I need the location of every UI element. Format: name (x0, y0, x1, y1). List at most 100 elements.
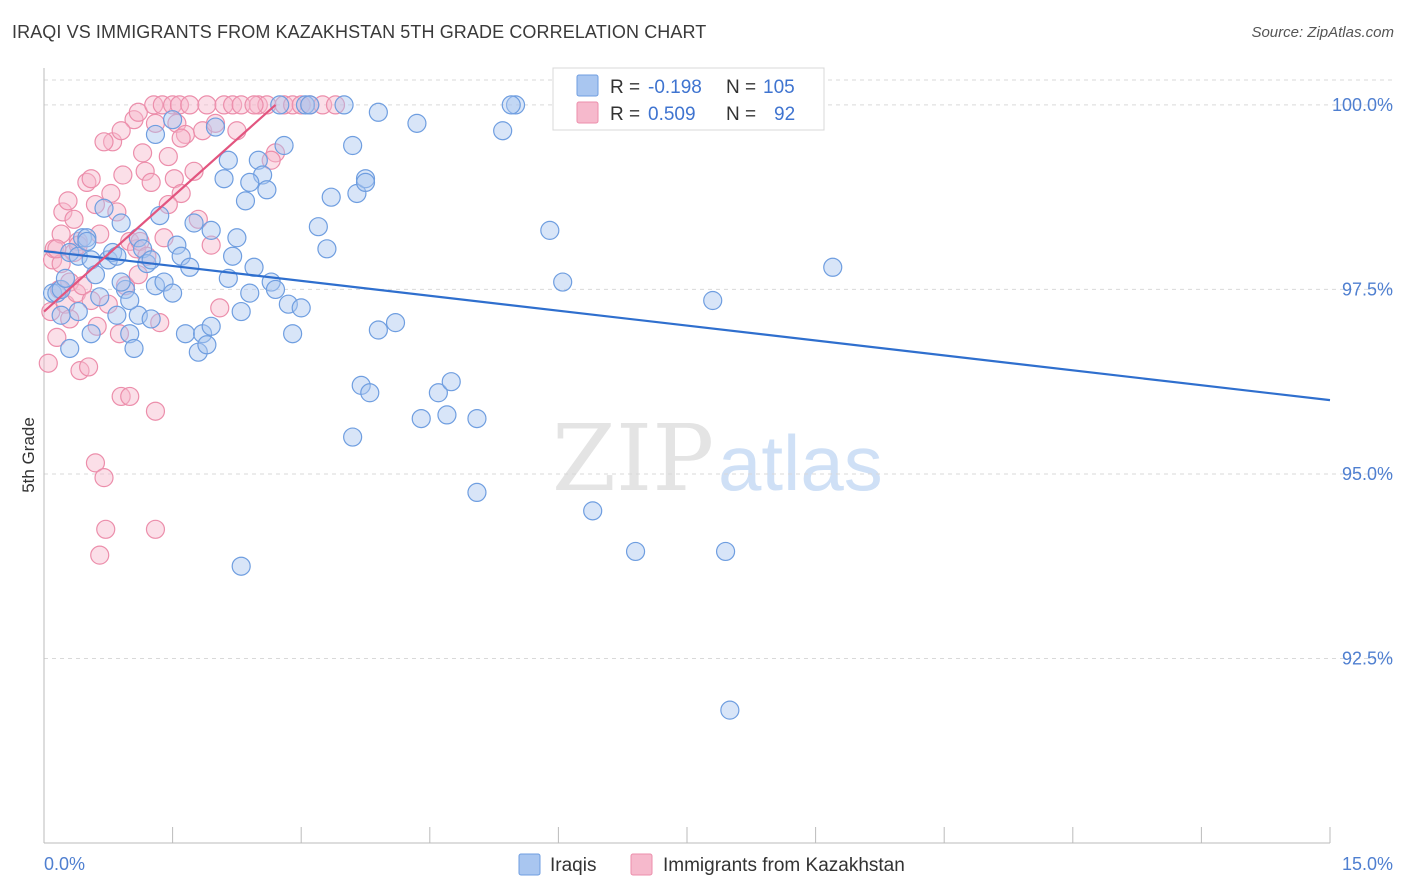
iraqis-point (467, 482, 487, 503)
iraqis-point (111, 272, 131, 292)
iraqis-point (60, 338, 80, 359)
iraqis-point (141, 309, 161, 329)
kazakhstan-point (197, 95, 217, 115)
iraqis-point (68, 301, 88, 322)
iraqis-point (720, 700, 740, 720)
kazakhstan-point (78, 357, 99, 377)
bottom-legend-iraqis: Iraqis (550, 855, 596, 876)
kazakhstan-point (96, 519, 116, 539)
kazakhstan-point (53, 202, 73, 222)
iraqis-trend-line (43, 249, 1331, 402)
legend-n-value-1: 105 (763, 77, 795, 98)
iraqis-point (270, 95, 290, 115)
iraqis-point (124, 338, 144, 359)
iraqis-point (231, 301, 251, 322)
x-tick-label: 0.0% (44, 854, 85, 874)
iraqis-point (81, 324, 101, 344)
bottom-legend-swatch-iraqis (518, 853, 541, 876)
kazakhstan-point (184, 161, 204, 181)
bottom-legend-swatch-kazakhstan (630, 853, 653, 876)
iraqis-point (235, 191, 256, 211)
iraqis-point (428, 383, 448, 403)
iraqis-point (823, 257, 843, 277)
iraqis-point (85, 265, 106, 285)
kazakhstan-point (145, 519, 166, 539)
kazakhstan-point (158, 146, 178, 167)
kazakhstan-point (109, 324, 130, 344)
iraqis-point (257, 180, 277, 200)
kazakhstan-point (51, 224, 71, 244)
iraqis-point (317, 239, 337, 259)
iraqis-point (184, 213, 204, 233)
bottom-legend-kazakhstan: Immigrants from Kazakhstan (663, 855, 905, 876)
iraqis-point (360, 383, 380, 403)
legend-n-label-1: N = (726, 77, 756, 98)
iraqis-point (334, 95, 354, 115)
watermark-atlas: atlas (718, 419, 883, 507)
kazakhstan-point (128, 102, 148, 122)
tick-labels: 92.5% 95.0% 97.5% 100.0% 0.0% 15.0% (44, 95, 1393, 874)
y-tick-label: 95.0% (1342, 464, 1393, 484)
iraqis-point (540, 220, 560, 240)
kazakhstan-point (171, 183, 191, 204)
iraqis-point (625, 541, 646, 562)
iraqis-point (715, 541, 736, 562)
kazakhstan-point (120, 386, 140, 407)
kazakhstan-point (85, 453, 106, 473)
bottom-legend: Iraqis Immigrants from Kazakhstan (518, 853, 905, 876)
trend-lines (43, 104, 1331, 402)
iraqis-point (51, 305, 71, 325)
iraqis-point (175, 324, 196, 344)
kazakhstan-point (58, 191, 78, 211)
kazakhstan-point (107, 202, 127, 222)
iraqis-point (197, 335, 217, 355)
kazakhstan-point (171, 128, 191, 148)
iraqis-point (368, 320, 388, 340)
legend-swatch-kazakhstan (576, 101, 599, 124)
iraqis-point (274, 135, 294, 156)
legend-r-value-2: 0.509 (648, 104, 696, 125)
y-tick-label: 97.5% (1342, 279, 1393, 299)
iraqis-point (441, 372, 461, 392)
iraqis-point (583, 501, 603, 521)
iraqis-point (111, 213, 131, 233)
iraqis-point (163, 110, 183, 130)
iraqis-point (308, 217, 328, 237)
iraqis-point (321, 187, 341, 207)
kazakhstan-point (201, 235, 221, 255)
iraqis-point (291, 298, 311, 318)
iraqis-point (141, 250, 161, 270)
iraqis-point (107, 246, 127, 266)
watermark-zip: ZIP (552, 405, 714, 512)
kazakhstan-point (132, 143, 153, 163)
kazakhstan-point (135, 161, 155, 181)
kazakhstan-point (141, 172, 161, 193)
kazakhstan-point (90, 545, 110, 565)
y-axis-title: 5th Grade (19, 417, 38, 493)
iraqis-point (223, 246, 243, 266)
iraqis-point (120, 290, 140, 311)
iraqis-point (248, 150, 268, 170)
kazakhstan-point (244, 95, 264, 115)
iraqis-point (107, 305, 127, 325)
y-tick-label: 92.5% (1342, 648, 1393, 668)
iraqis-point (145, 124, 166, 145)
iraqis-point (407, 113, 427, 133)
source-label: Source: ZipAtlas.com (1251, 24, 1394, 41)
kazakhstan-point (227, 121, 247, 141)
iraqis-point (703, 290, 723, 311)
iraqis-point (343, 135, 363, 156)
iraqis-point (265, 279, 286, 300)
iraqis-point (553, 272, 573, 292)
iraqis-point (343, 427, 363, 447)
iraqis-point (278, 294, 298, 314)
kazakhstan-point (163, 95, 183, 115)
iraqis-point (368, 102, 388, 122)
kazakhstan-point (180, 95, 200, 115)
legend-r-label-1: R = (610, 77, 640, 98)
iraqis-point (77, 231, 97, 252)
kazakhstan-point (111, 121, 131, 141)
kazakhstan-point (64, 209, 84, 229)
iraqis-point (300, 95, 320, 115)
